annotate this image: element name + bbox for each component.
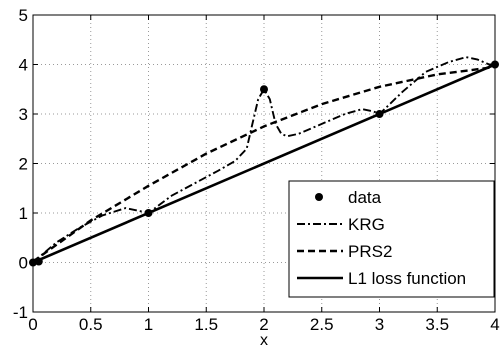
- y-tick-label: 2: [19, 155, 28, 174]
- y-tick-label: 5: [19, 6, 28, 25]
- x-tick-label: 0.5: [79, 315, 103, 334]
- y-tick-label: -1: [13, 303, 28, 322]
- x-axis-label: x: [260, 332, 268, 347]
- data-point: [34, 257, 43, 266]
- series-line-l1-loss-function: [32, 63, 496, 264]
- legend-label-krg: KRG: [348, 215, 385, 234]
- data-point: [144, 209, 153, 217]
- legend-label-data: data: [348, 188, 382, 207]
- legend-swatch-data: [315, 193, 323, 201]
- legend: data KRG PRS2 L1 loss function: [288, 180, 495, 298]
- y-tick-label: 1: [19, 204, 28, 223]
- series-group: [29, 56, 499, 267]
- x-tick-label: 4: [490, 315, 499, 334]
- y-tick-label: 4: [19, 56, 28, 75]
- x-tick-label: 0: [28, 315, 37, 334]
- x-tick-label: 3.5: [425, 315, 449, 334]
- x-tick-label: 2: [259, 315, 268, 334]
- x-tick-label: 2.5: [310, 315, 334, 334]
- x-tick-label: 1: [144, 315, 153, 334]
- data-point: [260, 85, 268, 94]
- data-point: [375, 110, 384, 118]
- series-line-prs2: [32, 65, 496, 263]
- y-tick-label: 0: [19, 254, 28, 273]
- y-tick-label: 3: [19, 105, 28, 124]
- legend-label-prs2: PRS2: [348, 242, 392, 261]
- x-tick-label: 1.5: [194, 315, 218, 334]
- x-tick-label: 3: [375, 315, 384, 334]
- legend-label-l1-loss-function: L1 loss function: [348, 269, 466, 288]
